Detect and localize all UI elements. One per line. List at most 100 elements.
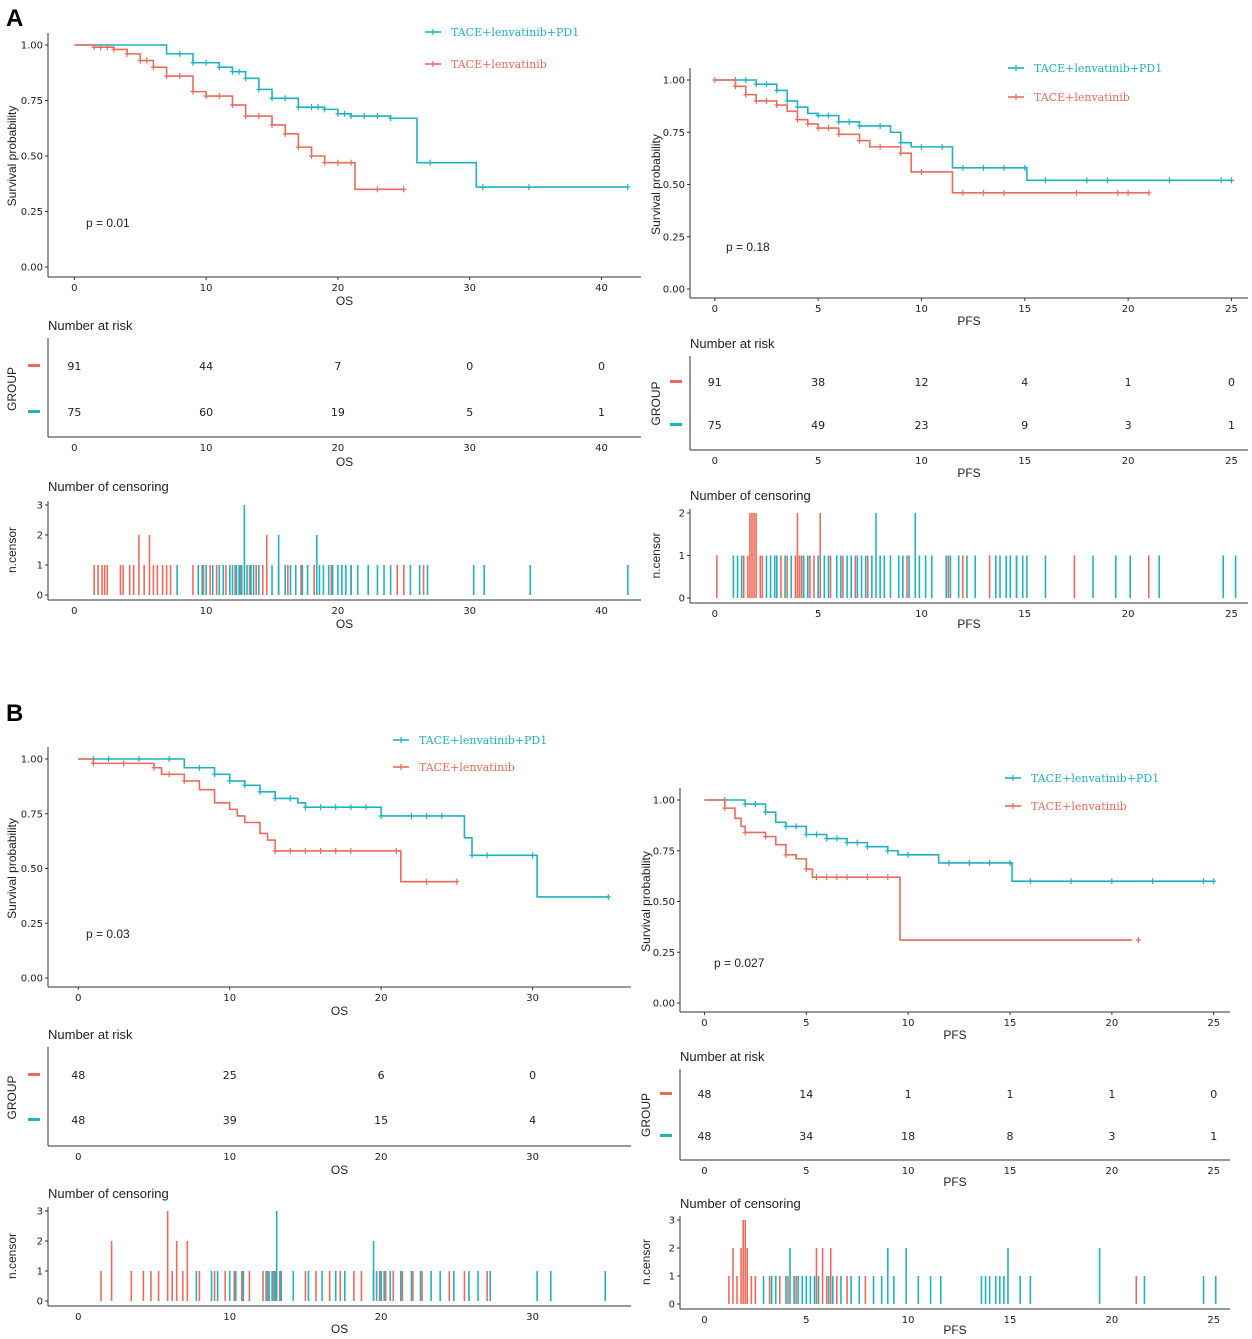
risk-count: 9: [1021, 419, 1028, 432]
censor-x-tick-label: 5: [803, 1315, 809, 1326]
y-tick-label: 0.50: [21, 152, 43, 163]
censor-x-axis-title: PFS: [957, 617, 980, 631]
risk-count: 1: [1108, 1088, 1115, 1101]
risk-x-tick-label: 20: [1105, 1166, 1118, 1177]
x-tick-label: 5: [815, 304, 821, 315]
y-tick-label: 1.00: [653, 796, 675, 807]
x-tick-label: 10: [223, 993, 236, 1004]
y-tick-label: 1.00: [21, 41, 43, 52]
risk-row-swatch: [670, 380, 682, 383]
panel-label-a: A: [6, 5, 23, 32]
x-tick-label: 0: [71, 283, 77, 294]
y-tick-label: 0.00: [21, 974, 43, 985]
censor-x-tick-label: 25: [1225, 609, 1238, 620]
x-tick-label: 20: [332, 283, 345, 294]
survival-curve-lenv: [714, 79, 1149, 194]
censor-x-tick-label: 0: [712, 609, 718, 620]
legend-label: TACE+lenvatinib+PD1: [1034, 62, 1162, 75]
censor-x-axis-title: OS: [336, 617, 353, 631]
risk-row-swatch: [28, 1118, 40, 1121]
censor-y-tick-label: 3: [37, 1207, 43, 1218]
legend-label: TACE+lenvatinib: [1034, 91, 1130, 104]
risk-count: 25: [223, 1069, 237, 1082]
legend-label: TACE+lenvatinib+PD1: [1031, 772, 1159, 785]
risk-table-title: Number at risk: [690, 336, 775, 351]
risk-count: 91: [67, 360, 81, 373]
y-tick-label: 0.25: [663, 232, 685, 243]
risk-table-title: Number at risk: [48, 1027, 133, 1042]
risk-count: 6: [378, 1069, 385, 1082]
chart-a-pfs: 0.000.250.500.751.000 5 10 15 20 25PFSSurviva…: [649, 62, 1248, 631]
censor-y-tick-label: 0: [679, 594, 685, 605]
y-tick-label: 0.75: [653, 846, 675, 857]
chart-a-os: 0.000.250.500.751.000 10 20 30 40OSSurvival …: [5, 26, 641, 631]
risk-row-swatch: [28, 1073, 40, 1076]
y-tick-label: 0.00: [653, 999, 675, 1010]
risk-count: 48: [71, 1114, 85, 1127]
risk-row-swatch: [660, 1134, 672, 1137]
risk-count: 1: [1210, 1130, 1217, 1143]
risk-group-label: GROUP: [5, 367, 19, 411]
x-tick-label: 20: [1105, 1018, 1118, 1029]
risk-x-tick-label: 20: [375, 1152, 388, 1163]
censor-y-tick-label: 0: [669, 1300, 675, 1311]
censor-y-tick-label: 0: [37, 591, 43, 602]
y-tick-label: 0.75: [21, 809, 43, 820]
y-tick-label: 0.25: [21, 919, 43, 930]
x-tick-label: 30: [463, 283, 476, 294]
y-tick-label: 0.75: [21, 96, 43, 107]
risk-count: 0: [1228, 376, 1235, 389]
chart-layer: 0.000.250.500.751.000 10 20 30 40OSSurvival …: [5, 26, 1248, 1337]
risk-group-label: GROUP: [649, 381, 663, 425]
censor-y-tick-label: 1: [37, 1267, 43, 1278]
risk-count: 39: [223, 1114, 237, 1127]
risk-x-tick-label: 0: [712, 456, 718, 467]
risk-count: 4: [529, 1114, 536, 1127]
x-axis-title: PFS: [957, 314, 980, 328]
risk-x-tick-label: 25: [1225, 456, 1238, 467]
x-tick-label: 0: [75, 993, 81, 1004]
risk-x-tick-label: 10: [200, 443, 213, 454]
x-tick-label: 20: [375, 993, 388, 1004]
risk-x-axis-title: OS: [336, 455, 353, 469]
x-tick-label: 10: [902, 1018, 915, 1029]
risk-count: 0: [1210, 1088, 1217, 1101]
censor-x-tick-label: 0: [71, 606, 77, 617]
risk-count: 4: [1021, 376, 1028, 389]
censor-x-tick-label: 30: [526, 1312, 539, 1323]
censor-y-tick-label: 3: [669, 1216, 675, 1227]
y-tick-label: 0.50: [21, 864, 43, 875]
survival-curve-lenv: [74, 44, 404, 191]
censor-x-tick-label: 25: [1207, 1315, 1220, 1326]
risk-count: 1: [1007, 1088, 1014, 1101]
risk-x-tick-label: 10: [223, 1152, 236, 1163]
risk-x-tick-label: 5: [815, 456, 821, 467]
censor-y-tick-label: 2: [37, 1237, 43, 1248]
censor-y-tick-label: 1: [37, 561, 43, 572]
survival-curve-pd1: [704, 799, 1214, 882]
risk-count: 19: [331, 406, 345, 419]
risk-x-tick-label: 10: [915, 456, 928, 467]
x-tick-label: 0: [701, 1018, 707, 1029]
censor-plot-title: Number of censoring: [690, 488, 811, 503]
risk-count: 48: [697, 1088, 711, 1101]
risk-count: 3: [1125, 419, 1132, 432]
risk-table-title: Number at risk: [680, 1049, 765, 1064]
censor-y-tick-label: 1: [679, 551, 685, 562]
risk-x-tick-label: 15: [1018, 456, 1031, 467]
survival-curve-pd1: [78, 758, 609, 898]
legend-label: TACE+lenvatinib+PD1: [451, 26, 579, 39]
risk-row-swatch: [28, 364, 40, 367]
censor-y-tick-label: 2: [679, 509, 685, 520]
y-tick-label: 1.00: [21, 755, 43, 766]
p-value: p = 0.027: [714, 956, 765, 970]
risk-x-tick-label: 15: [1004, 1166, 1017, 1177]
x-tick-label: 15: [1018, 304, 1031, 315]
y-axis-title: Survival probability: [5, 106, 19, 207]
risk-count: 15: [374, 1114, 388, 1127]
risk-x-tick-label: 25: [1207, 1166, 1220, 1177]
risk-x-tick-label: 5: [803, 1166, 809, 1177]
x-tick-label: 0: [712, 304, 718, 315]
risk-count: 48: [71, 1069, 85, 1082]
